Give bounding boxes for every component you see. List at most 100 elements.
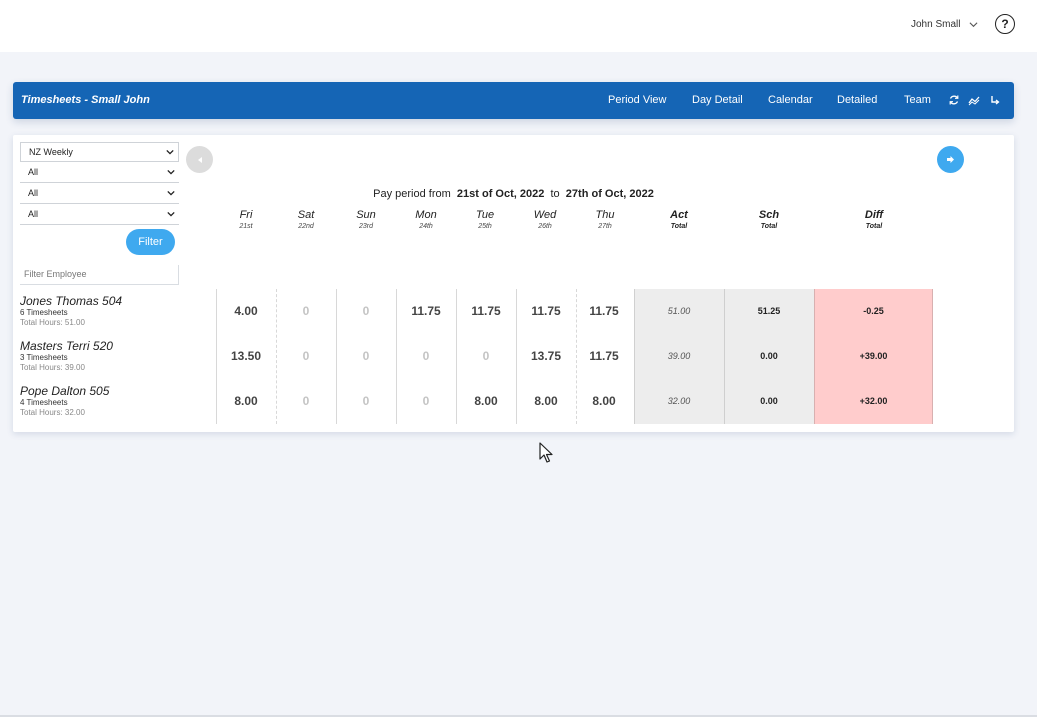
help-symbol: ? [1001,17,1009,31]
col-header-diff-total: Diff Total [864,209,884,231]
filter-select-3[interactable]: All [20,205,179,225]
employee-total-hours: Total Hours: 39.00 [20,363,85,372]
employee-pope-dalton[interactable]: Pope Dalton 505 4 Timesheets Total Hours… [20,385,200,417]
hours-cell[interactable]: 0 [482,349,490,363]
period-to: 27th of Oct, 2022 [565,188,654,200]
timesheet-card: NZ Weekly All All All Filter Filter Empl… [13,135,1014,432]
period-to-word: to [550,188,560,200]
col-sun [336,289,396,424]
trend-icon[interactable] [968,94,980,106]
col-diff-total [814,289,933,424]
hours-grid: 4.00 0 0 11.75 11.75 11.75 11.75 51.00 51.25 -0.2… [216,289,933,424]
hours-cell[interactable]: 0 [302,394,310,408]
filter-select-2[interactable]: All [20,184,179,204]
nav-calendar[interactable]: Calendar [768,94,813,106]
col-header-sch-total: Sch Total [758,209,780,231]
hours-cell[interactable]: 13.50 [230,349,262,363]
filter-button[interactable]: Filter [126,229,175,255]
period-prefix: Pay period from [373,188,451,200]
diff-total-cell: +39.00 [859,351,888,361]
nav-detailed[interactable]: Detailed [837,94,878,106]
select-value: All [28,188,39,198]
chevron-down-icon [969,21,978,27]
hours-cell[interactable]: 0 [422,394,430,408]
hours-cell[interactable]: 8.00 [234,394,258,408]
col-header-sun: Sun 23rd [356,209,376,231]
employee-total-hours: Total Hours: 32.00 [20,408,85,417]
sch-total-cell: 51.25 [757,306,781,316]
next-period-button[interactable] [937,146,964,173]
employee-name: Masters Terri 520 [20,339,113,353]
chevron-down-icon [167,211,175,217]
col-tue [456,289,516,424]
hours-cell[interactable]: 11.75 [411,304,441,318]
hours-cell[interactable]: 8.00 [474,394,498,408]
col-thu [576,289,634,424]
employee-total-hours: Total Hours: 51.00 [20,318,85,327]
act-total-cell: 32.00 [667,396,691,406]
col-act-total [634,289,724,424]
hours-cell[interactable]: 0 [362,304,370,318]
user-menu[interactable]: John Small [911,17,978,31]
col-sch-total [724,289,814,424]
col-mon [396,289,456,424]
refresh-icon[interactable] [948,94,960,106]
hours-cell[interactable]: 11.75 [531,304,561,318]
bottom-divider [0,715,1037,717]
period-type-select[interactable]: NZ Weekly [20,142,179,162]
hours-cell[interactable]: 0 [302,304,310,318]
user-name: John Small [911,18,961,30]
hours-cell[interactable]: 11.75 [589,349,619,363]
hours-cell[interactable]: 0 [302,349,310,363]
arrow-left-icon [197,156,202,163]
employee-name: Jones Thomas 504 [20,294,123,308]
hours-cell[interactable]: 13.75 [530,349,562,363]
col-header-thu: Thu 27th [595,209,615,231]
hours-cell[interactable]: 11.75 [589,304,619,318]
employee-masters-terri[interactable]: Masters Terri 520 3 Timesheets Total Hou… [20,340,200,372]
diff-total-cell: -0.25 [863,306,884,316]
act-total-cell: 51.00 [667,306,691,316]
arrow-right-icon [947,156,954,163]
diff-total-cell: +32.00 [859,396,888,406]
col-header-tue: Tue 25th [475,209,495,231]
app-navbar: Timesheets - Small John Period View Day … [13,82,1014,119]
hours-cell[interactable]: 0 [362,349,370,363]
pay-period-label: Pay period from 21st of Oct, 2022 to 27t… [13,188,1014,200]
col-header-mon: Mon 24th [415,209,437,231]
chevron-down-icon [167,169,175,175]
filter-select-1[interactable]: All [20,163,179,183]
col-fri [216,289,276,424]
hours-cell[interactable]: 0 [362,394,370,408]
nav-period-view[interactable]: Period View [608,94,667,106]
employee-timesheets: 3 Timesheets [20,353,68,362]
col-header-fri: Fri 21st [239,209,253,231]
chevron-down-icon [167,190,175,196]
col-header-wed: Wed 26th [533,209,557,231]
hours-cell[interactable]: 8.00 [534,394,558,408]
act-total-cell: 39.00 [667,351,691,361]
nav-team[interactable]: Team [904,94,931,106]
select-value: All [28,209,39,219]
select-value: NZ Weekly [29,147,73,157]
top-bar: John Small ? [0,0,1037,52]
app-title: Timesheets - Small John [21,94,150,106]
col-sat [276,289,336,424]
col-header-sat: Sat 22nd [297,209,315,231]
chevron-down-icon [166,149,174,155]
employee-jones-thomas[interactable]: Jones Thomas 504 6 Timesheets Total Hour… [20,295,200,327]
select-value: All [28,167,39,177]
col-wed [516,289,576,424]
hours-cell[interactable]: 0 [422,349,430,363]
redirect-icon[interactable] [989,94,1001,106]
sch-total-cell: 0.00 [760,396,778,406]
filter-employee-input[interactable]: Filter Employee [20,265,179,285]
previous-period-button[interactable] [186,146,213,173]
hours-cell[interactable]: 11.75 [471,304,501,318]
hours-cell[interactable]: 8.00 [592,394,616,408]
nav-day-detail[interactable]: Day Detail [692,94,743,106]
employee-timesheets: 6 Timesheets [20,308,68,317]
employee-name: Pope Dalton 505 [20,384,110,398]
help-icon[interactable]: ? [995,14,1015,34]
hours-cell[interactable]: 4.00 [234,304,258,318]
